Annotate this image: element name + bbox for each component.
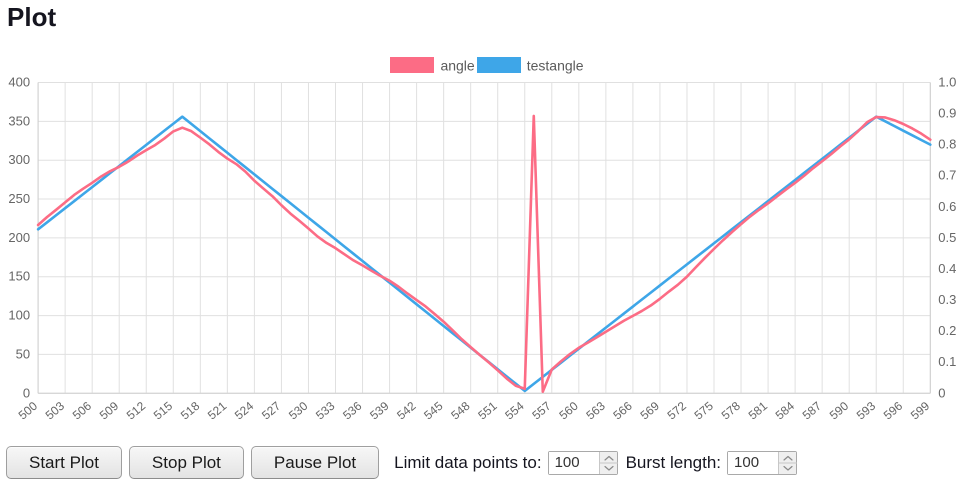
svg-text:593: 593 <box>854 399 879 420</box>
svg-text:557: 557 <box>529 399 554 420</box>
svg-text:527: 527 <box>259 399 284 420</box>
svg-text:566: 566 <box>610 399 635 420</box>
svg-text:50: 50 <box>16 346 30 361</box>
svg-text:400: 400 <box>8 75 30 90</box>
svg-text:500: 500 <box>16 399 41 420</box>
svg-text:536: 536 <box>340 399 365 420</box>
svg-text:1.0: 1.0 <box>938 75 956 90</box>
svg-text:533: 533 <box>313 399 338 420</box>
svg-text:542: 542 <box>394 399 419 420</box>
svg-text:200: 200 <box>8 230 30 245</box>
svg-text:539: 539 <box>367 399 392 420</box>
svg-text:518: 518 <box>178 399 203 420</box>
svg-text:0.4: 0.4 <box>938 261 956 276</box>
svg-text:150: 150 <box>8 269 30 284</box>
svg-text:0.9: 0.9 <box>938 106 956 121</box>
svg-text:0: 0 <box>938 385 945 400</box>
svg-text:0.1: 0.1 <box>938 354 956 369</box>
svg-text:548: 548 <box>448 399 473 420</box>
svg-text:503: 503 <box>43 399 68 420</box>
svg-text:551: 551 <box>475 399 500 420</box>
svg-text:0.7: 0.7 <box>938 168 956 183</box>
svg-text:578: 578 <box>719 399 744 420</box>
svg-text:569: 569 <box>638 399 663 420</box>
svg-text:515: 515 <box>151 399 176 420</box>
svg-text:0.5: 0.5 <box>938 230 956 245</box>
svg-text:0: 0 <box>23 385 30 400</box>
svg-text:506: 506 <box>70 399 95 420</box>
svg-text:512: 512 <box>124 399 149 420</box>
svg-text:0.2: 0.2 <box>938 323 956 338</box>
svg-text:0.8: 0.8 <box>938 137 956 152</box>
svg-text:599: 599 <box>908 399 933 420</box>
svg-text:587: 587 <box>800 399 825 420</box>
svg-text:563: 563 <box>583 399 608 420</box>
svg-text:524: 524 <box>232 399 257 420</box>
svg-text:0.6: 0.6 <box>938 199 956 214</box>
svg-text:545: 545 <box>421 399 446 420</box>
svg-text:509: 509 <box>97 399 122 420</box>
svg-text:350: 350 <box>8 113 30 128</box>
svg-text:584: 584 <box>773 399 798 420</box>
svg-text:572: 572 <box>665 399 690 420</box>
svg-text:530: 530 <box>286 399 311 420</box>
svg-text:100: 100 <box>8 308 30 323</box>
svg-text:596: 596 <box>881 399 906 420</box>
svg-text:590: 590 <box>827 399 852 420</box>
svg-text:575: 575 <box>692 399 717 420</box>
svg-text:521: 521 <box>205 399 230 420</box>
svg-text:581: 581 <box>746 399 771 420</box>
svg-text:300: 300 <box>8 152 30 167</box>
svg-text:0.3: 0.3 <box>938 292 956 307</box>
svg-text:554: 554 <box>502 399 527 420</box>
svg-text:250: 250 <box>8 191 30 206</box>
svg-text:560: 560 <box>556 399 581 420</box>
